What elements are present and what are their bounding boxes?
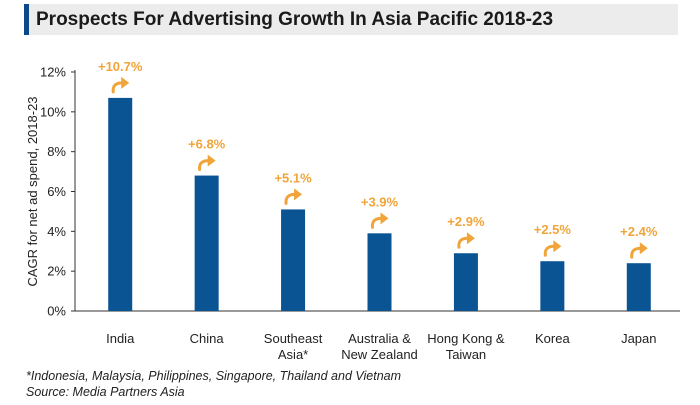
bar bbox=[367, 233, 392, 311]
x-category-label: India bbox=[106, 331, 135, 346]
bar-value-label: +5.1% bbox=[274, 170, 312, 185]
x-category-label: Taiwan bbox=[446, 347, 486, 362]
bar bbox=[453, 253, 478, 311]
bar-value-label: +6.8% bbox=[188, 137, 226, 152]
y-tick-label: 12% bbox=[40, 65, 66, 80]
bar-value-label: +2.4% bbox=[620, 224, 658, 239]
y-tick-label: 10% bbox=[40, 104, 66, 119]
arrow-head-icon bbox=[207, 154, 216, 167]
curved-arrow-icon bbox=[543, 244, 556, 257]
x-category-label: Southeast bbox=[264, 331, 323, 346]
x-category-label: Korea bbox=[535, 331, 570, 346]
y-axis-label: CAGR for net ad spend, 2018-23 bbox=[25, 96, 40, 286]
curved-arrow-icon bbox=[198, 159, 211, 172]
bar-value-label: +10.7% bbox=[98, 59, 143, 74]
source-note: Source: Media Partners Asia bbox=[26, 385, 185, 399]
arrow-head-icon bbox=[121, 76, 130, 89]
footnote: *Indonesia, Malaysia, Philippines, Singa… bbox=[26, 369, 402, 383]
y-tick-label: 8% bbox=[47, 144, 66, 159]
y-tick-label: 6% bbox=[47, 184, 66, 199]
bar bbox=[281, 209, 306, 311]
x-category-label: Australia & bbox=[348, 331, 411, 346]
x-category-label: China bbox=[190, 331, 225, 346]
curved-arrow-icon bbox=[370, 216, 383, 229]
y-tick-label: 4% bbox=[47, 224, 66, 239]
arrow-head-icon bbox=[294, 188, 303, 201]
bar bbox=[194, 175, 219, 311]
bar bbox=[626, 263, 651, 311]
y-tick-label: 2% bbox=[47, 264, 66, 279]
arrow-head-icon bbox=[553, 240, 562, 253]
arrow-head-icon bbox=[380, 212, 389, 225]
curved-arrow-icon bbox=[630, 246, 643, 259]
bar-value-label: +3.9% bbox=[361, 194, 399, 209]
curved-arrow-icon bbox=[457, 236, 470, 249]
chart-title-bar: Prospects For Advertising Growth In Asia… bbox=[24, 4, 678, 35]
bar bbox=[540, 261, 565, 311]
x-category-label: Asia* bbox=[278, 347, 308, 362]
x-category-label: Japan bbox=[621, 331, 656, 346]
arrow-head-icon bbox=[639, 242, 648, 255]
y-tick-label: 0% bbox=[47, 304, 66, 319]
x-category-label: Hong Kong & bbox=[427, 331, 505, 346]
arrow-head-icon bbox=[466, 232, 475, 245]
x-category-label: New Zealand bbox=[341, 347, 418, 362]
chart-title: Prospects For Advertising Growth In Asia… bbox=[36, 8, 554, 30]
bar bbox=[108, 97, 133, 312]
bar-value-label: +2.5% bbox=[534, 222, 572, 237]
curved-arrow-icon bbox=[111, 81, 124, 94]
bar-value-label: +2.9% bbox=[447, 214, 485, 229]
curved-arrow-icon bbox=[284, 192, 297, 205]
